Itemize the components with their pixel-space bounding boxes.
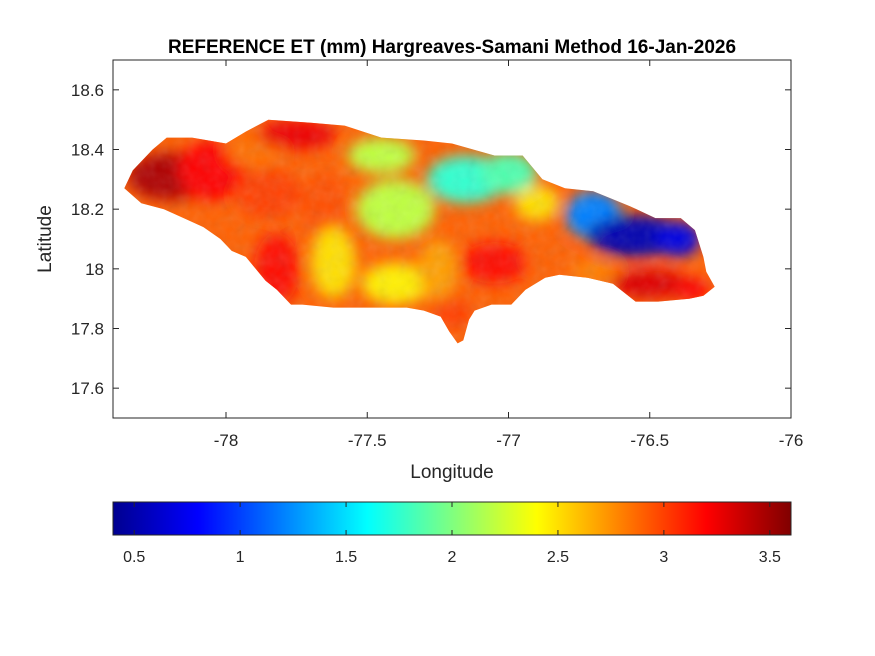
y-tick-label: 18	[85, 260, 104, 279]
y-axis-ticks: 17.6 17.8 18 18.2 18.4 18.6	[71, 81, 791, 398]
colorbar-ticks: 0.5 1 1.5 2 2.5 3 3.5	[123, 502, 781, 566]
colorbar-tick-label: 3	[659, 549, 668, 566]
x-tick-label: -78	[214, 431, 239, 450]
x-tick-label: -77.5	[348, 431, 387, 450]
colorbar-tick-label: 1	[236, 549, 245, 566]
x-axis-ticks: -78 -77.5 -77 -76.5 -76	[214, 60, 804, 450]
y-axis-label: Latitude	[35, 205, 56, 273]
colorbar-tick-label: 2.5	[547, 549, 569, 566]
x-tick-label: -76.5	[630, 431, 669, 450]
colorbar-tick-label: 3.5	[759, 549, 781, 566]
colorbar-tick-label: 0.5	[123, 549, 145, 566]
x-tick-label: -76	[779, 431, 804, 450]
x-axis-label: Longitude	[410, 462, 493, 483]
colorbar-tick-label: 1.5	[335, 549, 357, 566]
x-tick-label: -77	[496, 431, 521, 450]
y-tick-label: 18.4	[71, 141, 104, 160]
colorbar-tick-label: 2	[448, 549, 457, 566]
y-tick-label: 18.2	[71, 200, 104, 219]
chart-title: REFERENCE ET (mm) Hargreaves-Samani Meth…	[168, 37, 736, 58]
y-tick-label: 17.6	[71, 379, 104, 398]
y-tick-label: 18.6	[71, 81, 104, 100]
y-tick-label: 17.8	[71, 320, 104, 339]
